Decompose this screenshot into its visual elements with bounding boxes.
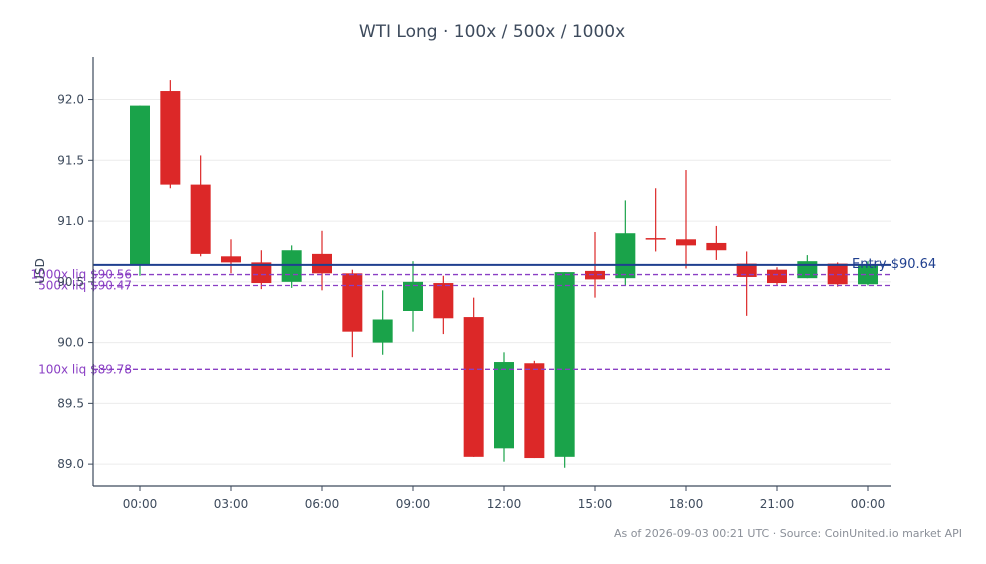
candle-body — [706, 242, 727, 251]
x-tick-label: 15:00 — [578, 497, 613, 511]
candle-body — [676, 239, 696, 246]
footer-source: As of 2026-09-03 00:21 UTC · Source: Coi… — [614, 527, 962, 540]
candle-body — [372, 319, 393, 343]
chart-title: WTI Long · 100x / 500x / 1000x — [359, 22, 625, 42]
candle-body — [221, 256, 241, 263]
x-axis-ticks: 00:00 03:00 06:00 09:00 12:00 15:00 18:00 21:00… — [123, 486, 886, 511]
x-tick-label: 18:00 — [669, 497, 704, 511]
candle-body — [494, 362, 514, 449]
entry-label: Entry $90.64 — [852, 257, 936, 272]
candle-body — [645, 238, 666, 240]
liquidation-label: 1000x liq $90.56 — [30, 268, 132, 282]
candle-body — [281, 250, 302, 282]
candle-body — [312, 253, 332, 274]
candle-body — [554, 272, 575, 457]
candle-body — [615, 233, 636, 279]
y-tick-label: 92.0 — [57, 93, 84, 107]
candle-body — [463, 317, 484, 457]
y-tick-label: 91.5 — [57, 153, 84, 167]
candle-body — [858, 264, 878, 285]
liquidation-label: 100x liq $89.78 — [38, 362, 132, 376]
candle-body — [767, 269, 787, 284]
candle-body — [403, 281, 423, 311]
x-tick-label: 00:00 — [123, 497, 158, 511]
x-tick-label: 03:00 — [214, 497, 249, 511]
x-tick-label: 00:00 — [851, 497, 886, 511]
candle-body — [585, 270, 605, 280]
grid-lines — [93, 99, 891, 465]
candle-body — [130, 105, 150, 265]
candle-body — [160, 91, 181, 185]
y-tick-label: 89.5 — [57, 396, 84, 410]
candles — [130, 80, 878, 468]
candle-body — [797, 261, 818, 279]
y-axis-label: USD — [33, 258, 47, 284]
x-tick-label: 06:00 — [305, 497, 340, 511]
y-tick-label: 91.0 — [57, 214, 84, 228]
candle-body — [190, 184, 211, 254]
y-axis-ticks: 89.0 89.5 90.0 90.5 91.0 91.5 92.0 — [57, 93, 93, 471]
y-tick-label: 89.0 — [57, 457, 84, 471]
candle-body — [433, 283, 454, 319]
axes — [92, 57, 891, 487]
x-tick-label: 21:00 — [760, 497, 795, 511]
candle-body — [524, 363, 545, 459]
x-tick-label: 09:00 — [396, 497, 431, 511]
candle-body — [342, 273, 363, 332]
y-tick-label: 90.0 — [57, 336, 84, 350]
candle-body — [251, 262, 272, 284]
liquidation-label: 500x liq $90.47 — [38, 278, 132, 292]
x-tick-label: 12:00 — [487, 497, 522, 511]
y-tick-label: 90.5 — [57, 275, 84, 289]
candle-body — [736, 263, 757, 277]
